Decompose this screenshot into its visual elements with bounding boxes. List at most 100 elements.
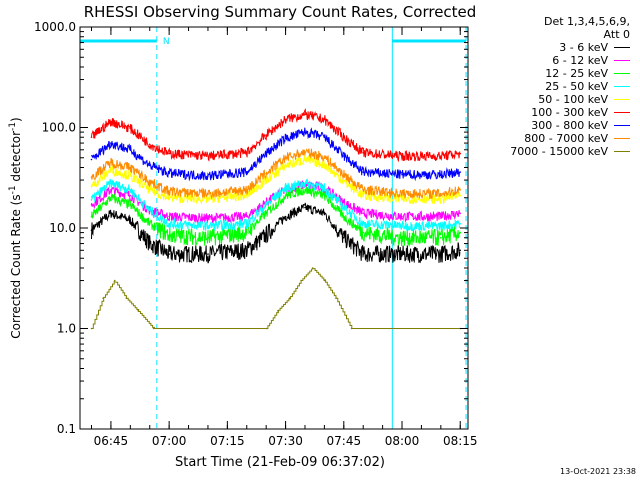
legend-label: 7000 - 15000 keV	[510, 145, 608, 158]
series-2-point-10	[323, 194, 326, 197]
series-line-3	[91, 178, 461, 232]
series-line-4	[91, 155, 461, 205]
series-4-point-8	[284, 164, 287, 167]
series-6-point-5	[207, 175, 209, 177]
series-6-point-11	[343, 155, 345, 157]
series-2-point-1	[110, 196, 112, 199]
series-7-point-11	[343, 173, 345, 176]
series-6-point-15	[459, 171, 462, 173]
x-tick-label-2: 07:15	[210, 434, 245, 448]
series-1-point-4	[168, 215, 170, 218]
legend-item-1: 6 - 12 keV	[552, 54, 630, 67]
series-2-point-4	[168, 234, 170, 236]
series-6-point-1	[110, 142, 112, 144]
series-0-point-0	[90, 229, 93, 231]
series-5-point-13	[401, 155, 403, 157]
series-2	[90, 186, 462, 247]
series-3-point-2	[129, 189, 132, 191]
legend-item-4: 50 - 100 keV	[538, 93, 630, 106]
x-tick-label-6: 08:15	[443, 434, 478, 448]
series-0-point-3	[148, 242, 151, 245]
series-1-point-11	[343, 201, 345, 204]
series-4-point-15	[459, 194, 462, 197]
series-5-point-1	[110, 120, 112, 123]
series-5-point-11	[343, 136, 345, 138]
x-tick-label-5: 08:00	[385, 434, 420, 448]
series-0-point-10	[323, 212, 326, 215]
series-6-point-2	[129, 149, 132, 151]
legend-item-5: 100 - 300 keV	[531, 106, 630, 119]
series-6-point-14	[440, 173, 442, 176]
series-6-point-4	[168, 172, 170, 175]
series-6-point-13	[401, 173, 403, 176]
series-8-point-11	[323, 279, 326, 282]
series-5-point-12	[362, 152, 365, 154]
series-4-point-4	[168, 196, 170, 199]
legend-item-6: 300 - 800 keV	[531, 119, 630, 132]
series-0-point-4	[168, 253, 170, 255]
series-3-point-8	[284, 187, 287, 189]
legend-label: 100 - 300 keV	[531, 106, 608, 119]
series-4-point-5	[207, 198, 209, 200]
y-tick-label-1: 1.0	[57, 322, 76, 336]
series-0-point-5	[207, 253, 209, 255]
y-tick-label-4: 1000.0	[34, 20, 76, 34]
series-7-point-12	[362, 189, 365, 191]
series-8-point-12	[335, 297, 337, 300]
series-1-point-12	[362, 212, 365, 215]
series-line-6	[91, 127, 461, 182]
series-4	[90, 155, 462, 205]
series-2-point-5	[207, 236, 209, 239]
legend-label: 300 - 800 keV	[531, 119, 608, 132]
series-3-point-9	[304, 182, 306, 184]
series-0-point-8	[284, 215, 287, 218]
series-8-point-5	[152, 327, 155, 330]
series-3-point-1	[110, 182, 112, 184]
legend-swatch	[614, 86, 630, 87]
series-7-point-5	[207, 192, 209, 195]
series-8-point-10	[311, 267, 314, 269]
series-6-point-6	[246, 171, 248, 173]
series-7-point-2	[129, 166, 132, 169]
x-axis-label: Start Time (21-Feb-09 06:37:02)	[175, 455, 385, 470]
series-2-point-13	[401, 236, 403, 239]
series-3	[90, 178, 462, 232]
series-3-point-4	[168, 223, 170, 225]
series-6-point-10	[323, 136, 326, 138]
series-5-point-0	[90, 136, 93, 138]
series-5-point-9	[304, 113, 306, 116]
series-8	[90, 267, 462, 330]
series-4-point-6	[246, 194, 248, 197]
series-3-point-13	[401, 225, 403, 227]
series-6	[90, 127, 462, 182]
series-layer	[90, 108, 462, 330]
series-7-point-3	[148, 180, 151, 183]
series-8-point-3	[125, 297, 128, 300]
y-tick-label-3: 100.0	[42, 121, 76, 135]
series-0-point-12	[362, 253, 365, 255]
legend-item-8: 7000 - 15000 keV	[510, 145, 630, 158]
series-0-point-7	[265, 234, 268, 236]
legend-swatch	[614, 112, 630, 113]
y-tick-label-2: 10.0	[49, 221, 76, 235]
series-0-point-6	[246, 249, 248, 252]
legend-header-0: Det 1,3,4,5,6,9,	[543, 15, 630, 28]
legend-swatch	[614, 60, 630, 61]
series-3-point-10	[323, 187, 326, 189]
series-2-point-3	[148, 223, 151, 225]
series-3-point-3	[148, 209, 151, 212]
legend-swatch	[614, 151, 630, 152]
series-0	[90, 202, 462, 264]
series-4-point-10	[323, 163, 326, 166]
series-3-point-11	[343, 206, 345, 209]
series-7-point-13	[401, 192, 403, 195]
series-5-point-14	[440, 155, 442, 157]
series-5-point-6	[246, 152, 248, 154]
legend-item-0: 3 - 6 keV	[559, 41, 630, 54]
series-6-point-12	[362, 171, 365, 173]
series-4-point-11	[343, 180, 345, 183]
y-axis: 0.1 1.0 10.0 100.0 1000.0	[34, 20, 468, 436]
series-2-point-15	[459, 231, 462, 234]
series-6-point-8	[284, 137, 287, 140]
series-8-point-9	[300, 279, 302, 282]
